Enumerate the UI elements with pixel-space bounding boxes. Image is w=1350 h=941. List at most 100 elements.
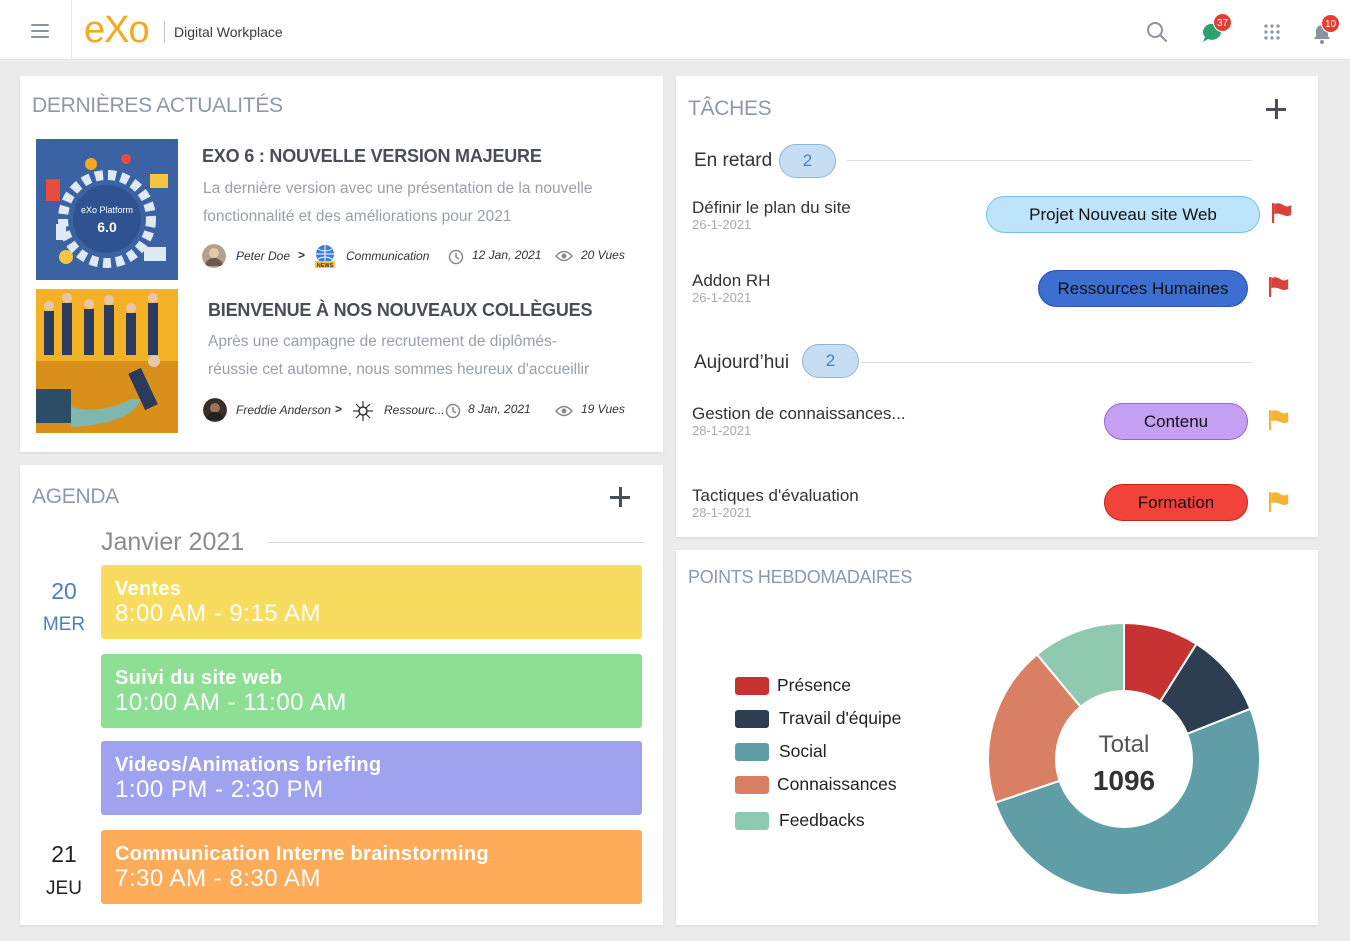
group-divider — [861, 362, 1252, 363]
news-space[interactable]: Communication — [346, 249, 430, 263]
agenda-event[interactable]: Suivi du site web 10:00 AM - 11:00 AM — [101, 654, 642, 728]
news-space[interactable]: Ressourc... — [384, 403, 445, 417]
task-date: 26-1-2021 — [692, 290, 752, 305]
group-divider — [847, 160, 1252, 161]
news-date: 8 Jan, 2021 — [468, 402, 531, 416]
task-group-count[interactable]: 2 — [802, 344, 859, 378]
points-card-title: POINTS HEBDOMADAIRES — [688, 567, 913, 587]
chat-badge: 37 — [1213, 13, 1233, 32]
add-event-icon[interactable] — [610, 487, 630, 507]
day-name: MER — [42, 614, 86, 635]
news-item-title[interactable]: BIENVENUE À NOS NOUVEAUX COLLÈGUES — [208, 300, 593, 320]
news-image-version: 6.0 — [97, 219, 117, 235]
news-desc-line: fonctionnalité et des améliorations pour… — [203, 208, 512, 225]
clock-icon — [448, 249, 464, 265]
news-desc-line: Après une campagne de recrutement de dip… — [208, 333, 557, 350]
top-bar: eXo Digital Workplace 37 10 — [0, 0, 1350, 60]
add-task-icon[interactable] — [1266, 99, 1286, 119]
legend-swatch — [735, 743, 769, 761]
author-avatar[interactable] — [203, 398, 227, 422]
notifications-button[interactable]: 10 — [1310, 14, 1341, 46]
task-project-tag[interactable]: Contenu — [1104, 403, 1248, 440]
news-card-title: DERNIÈRES ACTUALITÉS — [32, 94, 283, 117]
legend-swatch — [735, 812, 769, 830]
task-name[interactable]: Addon RH — [692, 271, 771, 290]
news-desc-line: La dernière version avec une présentatio… — [203, 180, 593, 197]
tasks-card: TÂCHES En retard 2 Définir le plan du si… — [676, 76, 1318, 537]
event-title: Communication Interne brainstorming — [115, 843, 489, 865]
agenda-event[interactable]: Ventes 8:00 AM - 9:15 AM — [101, 565, 642, 639]
task-date: 28-1-2021 — [692, 505, 752, 520]
apps-grid-icon[interactable] — [1260, 20, 1284, 44]
news-card: DERNIÈRES ACTUALITÉS eXo Platform 6.0 EX… — [20, 76, 663, 452]
chevron-right-icon: > — [298, 248, 306, 262]
topbar-divider — [71, 0, 72, 60]
news-image-exo6[interactable]: eXo Platform 6.0 — [36, 139, 178, 280]
event-time: 7:30 AM - 8:30 AM — [115, 865, 321, 892]
notifications-badge: 10 — [1321, 14, 1341, 33]
day-number: 21 — [51, 841, 77, 867]
news-views: 20 Vues — [581, 248, 625, 262]
task-project-tag[interactable]: Formation — [1104, 484, 1248, 521]
legend-swatch — [735, 710, 769, 728]
eye-icon — [555, 250, 573, 262]
points-donut-chart: Total 1096 — [988, 623, 1260, 895]
task-project-tag[interactable]: Ressources Humaines — [1038, 270, 1248, 307]
svg-text:NEWS: NEWS — [317, 263, 334, 269]
news-image-colleagues[interactable] — [36, 289, 178, 433]
task-name[interactable]: Gestion de connaissances... — [692, 404, 906, 423]
donut-hole — [1055, 690, 1193, 828]
month-divider — [268, 542, 644, 543]
legend-label: Feedbacks — [779, 810, 865, 830]
news-desc-line: réussie cet automne, nous sommes heureux… — [208, 361, 590, 378]
space-network-icon[interactable] — [351, 399, 375, 423]
task-name[interactable]: Tactiques d'évaluation — [692, 486, 859, 505]
hamburger-menu-icon[interactable] — [31, 24, 49, 38]
author-avatar[interactable] — [202, 244, 226, 268]
task-group-label: En retard — [694, 150, 773, 171]
task-name[interactable]: Définir le plan du site — [692, 198, 851, 217]
eye-icon — [555, 405, 573, 417]
logo-divider — [164, 21, 165, 43]
legend-swatch — [735, 776, 769, 794]
agenda-event[interactable]: Communication Interne brainstorming 7:30… — [101, 830, 642, 904]
news-item-title[interactable]: EXO 6 : NOUVELLE VERSION MAJEURE — [202, 146, 542, 166]
agenda-card-title: AGENDA — [32, 485, 119, 508]
flag-icon[interactable] — [1267, 409, 1291, 431]
task-date: 26-1-2021 — [692, 217, 752, 232]
news-item-desc: La dernière version avec une présentatio… — [203, 175, 592, 231]
day-number: 20 — [51, 578, 77, 604]
space-news-icon[interactable]: NEWS — [312, 243, 338, 269]
chevron-right-icon: > — [335, 402, 343, 416]
task-project-tag[interactable]: Projet Nouveau site Web — [986, 196, 1260, 233]
agenda-month: Janvier 2021 — [101, 528, 245, 556]
task-group-count[interactable]: 2 — [779, 144, 836, 178]
chat-button[interactable]: 37 — [1199, 13, 1233, 46]
legend-swatch — [735, 677, 769, 695]
flag-icon[interactable] — [1270, 202, 1294, 224]
news-author[interactable]: Peter Doe — [236, 249, 291, 263]
event-title: Suivi du site web — [115, 667, 283, 689]
agenda-event[interactable]: Videos/Animations briefing 1:00 PM - 2:3… — [101, 741, 642, 815]
legend-label: Social — [779, 741, 827, 761]
news-author[interactable]: Freddie Anderson — [236, 403, 331, 417]
flag-icon[interactable] — [1267, 491, 1291, 513]
legend-label: Travail d'équipe — [779, 708, 902, 728]
event-title: Videos/Animations briefing — [115, 754, 382, 776]
donut-total-label: Total — [1099, 731, 1150, 758]
clock-icon — [445, 403, 461, 419]
flag-icon[interactable] — [1267, 276, 1291, 298]
news-date: 12 Jan, 2021 — [472, 248, 542, 262]
news-image-label: eXo Platform — [80, 205, 134, 215]
event-time: 8:00 AM - 9:15 AM — [115, 600, 321, 627]
news-views: 19 Vues — [581, 402, 625, 416]
event-title: Ventes — [115, 578, 182, 600]
search-icon[interactable] — [1145, 20, 1169, 44]
event-time: 10:00 AM - 11:00 AM — [115, 689, 347, 716]
day-name: JEU — [46, 878, 82, 899]
exo-logo[interactable]: eXo — [84, 9, 150, 51]
news-item-desc: Après une campagne de recrutement de dip… — [208, 328, 589, 384]
legend-label: Connaissances — [777, 774, 897, 794]
tasks-card-title: TÂCHES — [688, 97, 772, 120]
brand-name: Digital Workplace — [174, 24, 283, 40]
